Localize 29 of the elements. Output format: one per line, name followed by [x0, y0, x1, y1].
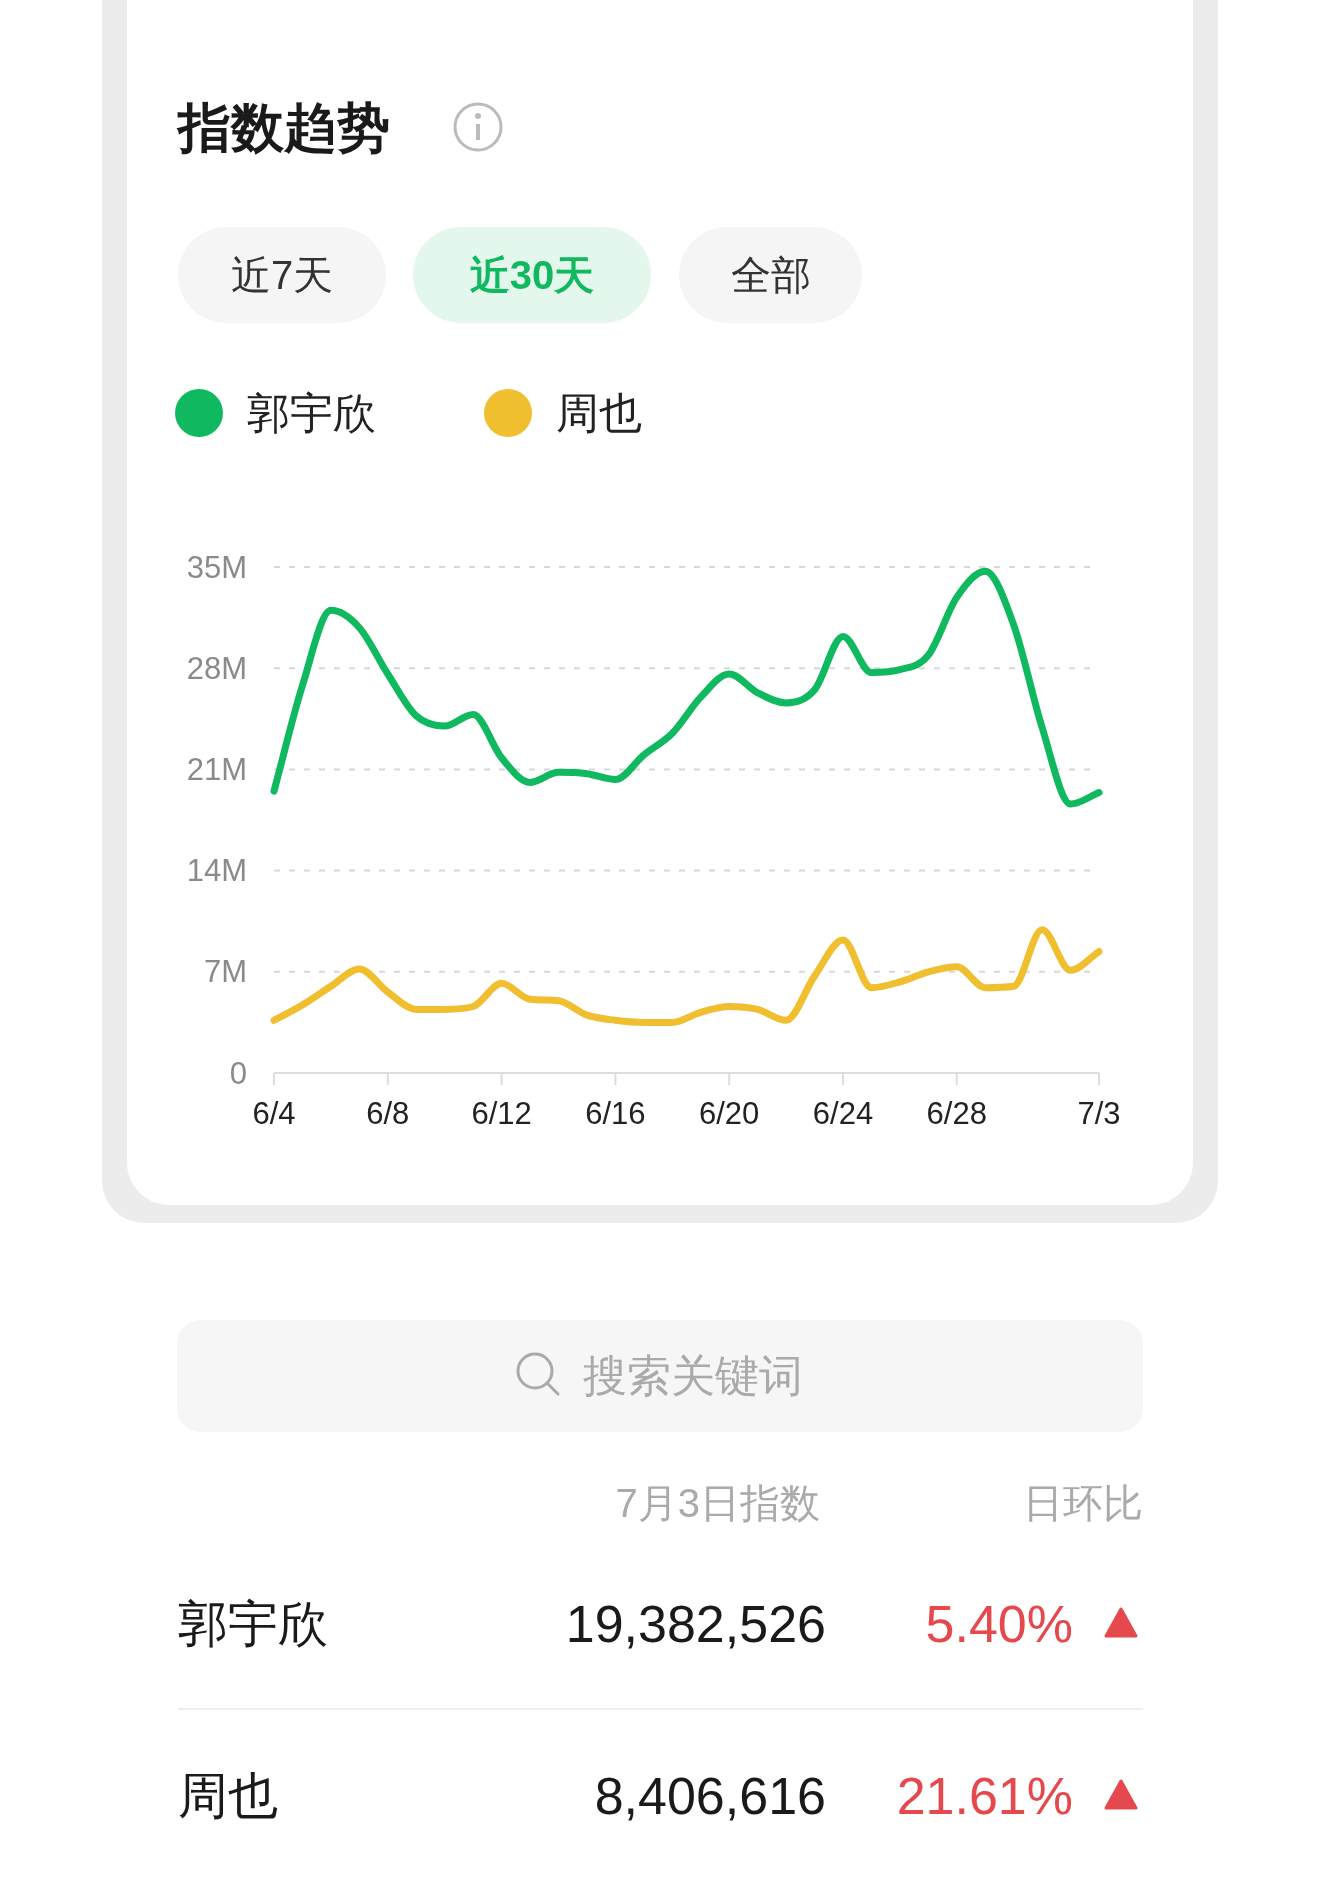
text: 周也 [178, 1768, 278, 1824]
x-tick-label: 6/24 [812, 1095, 874, 1131]
text: 近30天 [469, 253, 595, 297]
x-tick-label: 6/16 [585, 1095, 646, 1131]
y-tick-label: 7M [203, 954, 247, 990]
text: 郭宇欣 [178, 1596, 328, 1652]
x-tick-label: 7/3 [1077, 1095, 1121, 1131]
text: 21.61% [896, 1767, 1073, 1825]
text: 全部 [730, 253, 811, 297]
y-tick-label: 35M [186, 549, 247, 585]
text: 5.40% [925, 1595, 1073, 1653]
x-tick-label: 6/4 [252, 1095, 296, 1131]
text: 近7天 [230, 253, 334, 297]
y-tick-label: 14M [186, 853, 247, 889]
text: 8,406,616 [594, 1767, 826, 1825]
text: 日环比 [1023, 1481, 1143, 1525]
legend-label: 周也 [556, 389, 642, 437]
y-tick-label: 21M [186, 751, 247, 787]
x-tick-label: 6/12 [471, 1095, 532, 1131]
x-tick-label: 6/20 [699, 1095, 760, 1131]
x-tick-label: 6/28 [926, 1095, 987, 1131]
y-tick-label: 0 [229, 1055, 247, 1091]
legend-label: 郭宇欣 [247, 389, 376, 437]
x-tick-label: 6/8 [366, 1095, 410, 1131]
text: 7月3日指数 [615, 1481, 820, 1525]
text: 搜索关键词 [583, 1350, 803, 1400]
chart-title: 指数趋势 [176, 97, 390, 157]
y-tick-label: 28M [186, 650, 247, 686]
text: 19,382,526 [565, 1595, 826, 1653]
